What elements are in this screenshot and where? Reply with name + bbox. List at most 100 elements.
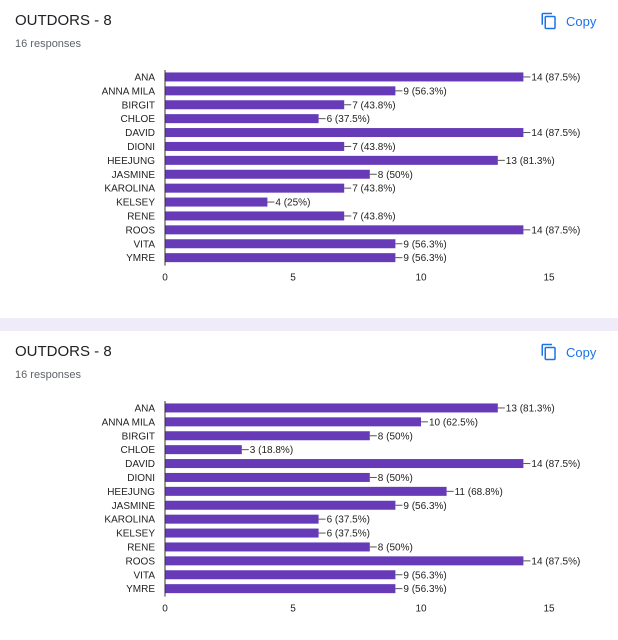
bar [165, 472, 370, 482]
data-label: 9 (56.3%) [403, 570, 446, 581]
bar [165, 500, 396, 510]
bar [165, 197, 268, 207]
category-label: DIONI [127, 142, 155, 153]
data-label: 4 (25%) [275, 198, 310, 209]
data-label: 6 (37.5%) [327, 114, 370, 125]
x-tick-label: 10 [415, 604, 427, 615]
bar [165, 542, 370, 552]
bar [165, 528, 319, 538]
bar [165, 100, 345, 110]
category-label: HEEJUNG [107, 156, 155, 167]
bar [165, 417, 421, 427]
bar [165, 141, 345, 151]
category-label: HEEJUNG [107, 487, 155, 498]
data-label: 10 (62.5%) [429, 417, 478, 428]
category-label: DAVID [125, 128, 155, 139]
data-label: 7 (43.8%) [352, 142, 395, 153]
category-label: JASMINE [112, 501, 156, 512]
x-tick-label: 10 [415, 273, 427, 284]
category-label: ANA [134, 72, 155, 83]
bar [165, 86, 396, 96]
data-label: 8 (50%) [378, 170, 413, 181]
category-label: ANNA MILA [102, 417, 156, 428]
category-label: BIRGIT [122, 431, 155, 442]
bar [165, 459, 524, 469]
bar [165, 584, 396, 594]
category-label: ANNA MILA [102, 86, 156, 97]
data-label: 6 (37.5%) [327, 529, 370, 540]
bar [165, 253, 396, 263]
category-label: RENE [127, 211, 155, 222]
category-label: YMRE [126, 253, 155, 264]
copy-label: Copy [566, 13, 597, 29]
category-label: KELSEY [116, 198, 155, 209]
bar [165, 211, 345, 221]
x-tick-label: 0 [162, 273, 168, 284]
bar [165, 556, 524, 566]
copy-icon [540, 12, 558, 30]
copy-button[interactable]: Copy [540, 8, 596, 34]
bar [165, 486, 447, 496]
data-label: 7 (43.8%) [352, 211, 395, 222]
chart-title: OUTDORS - 8 [15, 12, 112, 29]
data-label: 8 (50%) [378, 431, 413, 442]
bar [165, 183, 345, 193]
bar [165, 403, 498, 413]
data-label: 3 (18.8%) [250, 445, 293, 456]
chart-card: OUTDORS - 8 16 responses Copy ANA 13 (81.… [0, 331, 618, 640]
category-label: ROOS [126, 225, 156, 236]
data-label: 14 (87.5%) [531, 128, 580, 139]
category-label: CHLOE [121, 445, 156, 456]
data-label: 13 (81.3%) [506, 156, 555, 167]
data-label: 13 (81.3%) [506, 403, 555, 414]
category-label: CHLOE [121, 114, 156, 125]
bar [165, 431, 370, 441]
x-tick-label: 5 [290, 604, 296, 615]
category-label: KELSEY [116, 529, 155, 540]
bar [165, 114, 319, 124]
category-label: KAROLINA [104, 515, 155, 526]
copy-label: Copy [566, 344, 597, 360]
response-count: 16 responses [15, 38, 82, 50]
bar [165, 570, 396, 580]
copy-button[interactable]: Copy [540, 339, 596, 365]
data-label: 14 (87.5%) [531, 459, 580, 470]
category-label: DAVID [125, 459, 155, 470]
bar [165, 514, 319, 524]
category-label: ROOS [126, 556, 156, 567]
category-label: BIRGIT [122, 100, 155, 111]
bar [165, 239, 396, 249]
chart-title: OUTDORS - 8 [15, 343, 112, 360]
bar-chart: ANA 13 (81.3%) ANNA MILA 10 (62.5%) BIRGIT 8 … [102, 401, 580, 615]
data-label: 9 (56.3%) [403, 86, 446, 97]
data-label: 7 (43.8%) [352, 184, 395, 195]
x-tick-label: 5 [290, 273, 296, 284]
data-label: 14 (87.5%) [531, 72, 580, 83]
bar [165, 169, 370, 179]
category-label: VITA [134, 239, 156, 250]
data-label: 9 (56.3%) [403, 501, 446, 512]
chart-card: OUTDORS - 8 16 responses Copy ANA 14 (87.… [0, 0, 618, 318]
x-tick-label: 0 [162, 604, 168, 615]
data-label: 9 (56.3%) [403, 253, 446, 264]
bar [165, 225, 524, 235]
bar [165, 128, 524, 138]
bar [165, 72, 524, 82]
data-label: 6 (37.5%) [327, 515, 370, 526]
data-label: 14 (87.5%) [531, 556, 580, 567]
data-label: 11 (68.8%) [455, 487, 503, 498]
bar [165, 155, 498, 165]
category-label: JASMINE [112, 170, 156, 181]
category-label: YMRE [126, 584, 155, 595]
card-separator [0, 318, 618, 331]
x-tick-label: 15 [543, 604, 555, 615]
data-label: 7 (43.8%) [352, 100, 395, 111]
data-label: 8 (50%) [378, 473, 413, 484]
category-label: KAROLINA [104, 184, 155, 195]
x-tick-label: 15 [543, 273, 555, 284]
bar-chart: ANA 14 (87.5%) ANNA MILA 9 (56.3%) BIRGIT 7 (… [102, 70, 580, 284]
copy-icon [540, 343, 558, 361]
data-label: 14 (87.5%) [531, 225, 580, 236]
data-label: 9 (56.3%) [403, 584, 446, 595]
category-label: DIONI [127, 473, 155, 484]
